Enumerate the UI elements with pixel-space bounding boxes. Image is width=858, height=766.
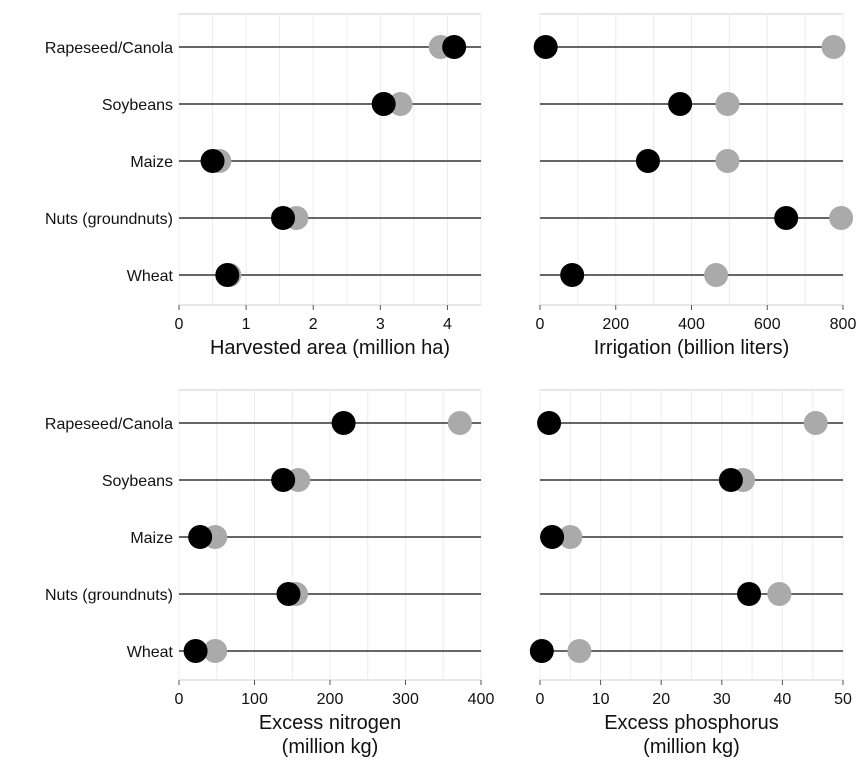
panel-4: 0 10 20 30 40 50 Excess phosphorus(million kg) — [529, 389, 852, 758]
dot-gray — [558, 525, 583, 549]
x-tick-label: 20 — [652, 691, 670, 708]
category-label: Soybeans — [102, 473, 173, 490]
x-tick-label: 4 — [443, 316, 452, 333]
dot-black — [718, 468, 743, 492]
dot-black — [774, 206, 799, 230]
x-axis-title: Irrigation (billion liters) — [594, 337, 790, 359]
dot-black — [668, 92, 693, 116]
category-label: Wheat — [127, 268, 174, 285]
category-label: Maize — [130, 154, 173, 171]
dot-gray — [567, 639, 592, 663]
category-label: Maize — [130, 530, 173, 547]
dot-black — [635, 149, 660, 173]
x-tick-label: 10 — [592, 691, 610, 708]
dot-black — [331, 411, 356, 435]
x-tick-label: 0 — [536, 691, 545, 708]
dot-black — [533, 35, 558, 59]
dot-gray — [803, 411, 828, 435]
dot-black — [215, 263, 240, 287]
x-axis-title: Harvested area (million ha) — [210, 337, 450, 359]
x-tick-label: 0 — [536, 316, 545, 333]
dot-gray — [388, 92, 413, 116]
dot-gray — [704, 263, 729, 287]
dot-black — [183, 639, 208, 663]
dot-gray — [447, 411, 472, 435]
category-label: Rapeseed/Canola — [45, 416, 173, 433]
dot-black — [371, 92, 396, 116]
x-tick-label: 400 — [678, 316, 705, 333]
x-axis-title: (million kg) — [643, 736, 740, 758]
dot-black — [271, 468, 296, 492]
panel-2: 0 200 400 600 800 Irrigation (billion liters) — [533, 13, 857, 359]
dot-gray — [203, 639, 228, 663]
dot-black — [560, 263, 585, 287]
dot-gray — [715, 149, 740, 173]
x-tick-label: 400 — [468, 691, 495, 708]
dot-gray — [715, 92, 740, 116]
category-label: Rapeseed/Canola — [45, 40, 173, 57]
x-tick-label: 2 — [309, 316, 318, 333]
category-label: Nuts (groundnuts) — [45, 211, 173, 228]
x-tick-label: 100 — [241, 691, 268, 708]
x-tick-label: 0 — [175, 691, 184, 708]
dot-black — [540, 525, 565, 549]
dot-gray — [821, 35, 846, 59]
dot-black — [188, 525, 213, 549]
x-tick-label: 50 — [834, 691, 852, 708]
category-label: Nuts (groundnuts) — [45, 587, 173, 604]
dot-black — [200, 149, 225, 173]
category-label: Wheat — [127, 644, 174, 661]
x-tick-label: 200 — [602, 316, 629, 333]
x-tick-label: 0 — [175, 316, 184, 333]
dot-gray — [829, 206, 854, 230]
panel-3: Rapeseed/Canola Soybeans Maize Nuts (ground… — [45, 389, 495, 758]
dot-black — [271, 206, 296, 230]
x-tick-label: 40 — [774, 691, 792, 708]
x-axis-title: (million kg) — [282, 736, 379, 758]
x-axis-title: Excess nitrogen — [259, 712, 401, 734]
x-axis-title: Excess phosphorus — [604, 712, 779, 734]
x-tick-label: 3 — [376, 316, 385, 333]
x-tick-label: 300 — [392, 691, 419, 708]
dot-black — [537, 411, 562, 435]
dot-black — [442, 35, 467, 59]
category-label: Soybeans — [102, 97, 173, 114]
x-tick-label: 30 — [713, 691, 731, 708]
dot-black — [276, 582, 301, 606]
dot-black — [529, 639, 554, 663]
x-tick-label: 600 — [754, 316, 781, 333]
x-tick-label: 800 — [830, 316, 857, 333]
dot-black — [737, 582, 762, 606]
x-tick-label: 1 — [242, 316, 251, 333]
panel-1: Rapeseed/Canola Soybeans Maize Nuts (ground… — [45, 13, 482, 359]
x-tick-label: 200 — [317, 691, 344, 708]
dot-gray — [767, 582, 792, 606]
